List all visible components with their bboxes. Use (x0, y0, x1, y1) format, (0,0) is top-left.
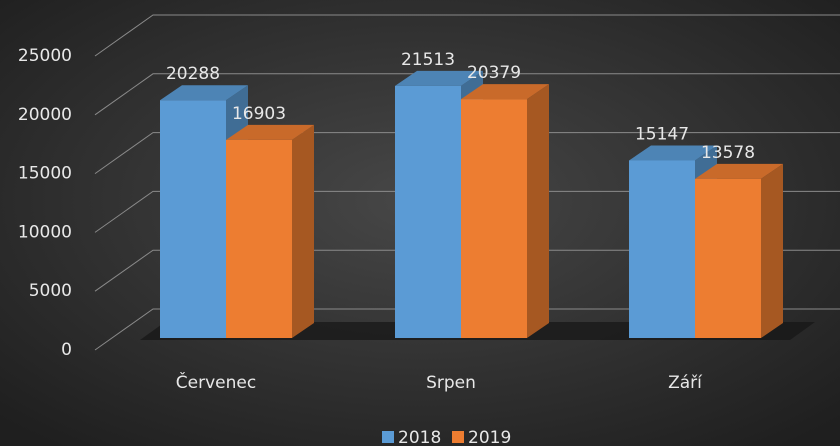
bar-side (761, 163, 783, 338)
grid-line (94, 308, 840, 351)
value-label: 21513 (401, 50, 455, 70)
y-tick-label: 20000 (18, 105, 72, 125)
bar (461, 99, 527, 339)
grid-line (94, 132, 840, 175)
x-tick-label: Září (668, 373, 703, 393)
grid-line (94, 14, 840, 57)
x-tick-label: Červenec (176, 371, 256, 393)
legend-label: 2019 (468, 428, 511, 446)
y-tick-label: 5000 (29, 281, 72, 301)
bar-top (395, 70, 483, 86)
bar (695, 178, 761, 338)
bar (226, 139, 292, 338)
legend-label: 2018 (398, 428, 441, 446)
bar-top (160, 85, 248, 101)
bar-top (461, 84, 549, 100)
value-label: 15147 (635, 124, 689, 144)
bar (395, 85, 461, 338)
y-tick-label: 25000 (18, 46, 72, 66)
bar-side (527, 84, 549, 339)
bar-side (292, 124, 314, 338)
value-label: 16903 (232, 104, 286, 124)
grid-line (94, 249, 840, 292)
x-tick-label: Srpen (426, 373, 476, 393)
bar (629, 160, 695, 338)
value-label: 20288 (166, 64, 220, 84)
grid-line (94, 73, 840, 116)
legend-swatch (452, 431, 464, 443)
bar (160, 100, 226, 338)
bar-top (629, 145, 717, 161)
legend-swatch (382, 431, 394, 443)
value-label: 13578 (701, 143, 755, 163)
bar-top (695, 163, 783, 179)
value-label: 20379 (467, 63, 521, 83)
bar-top (226, 124, 314, 140)
grid-line (94, 190, 840, 233)
y-tick-label: 10000 (18, 222, 72, 242)
y-tick-label: 15000 (18, 164, 72, 184)
y-tick-label: 0 (61, 340, 72, 360)
